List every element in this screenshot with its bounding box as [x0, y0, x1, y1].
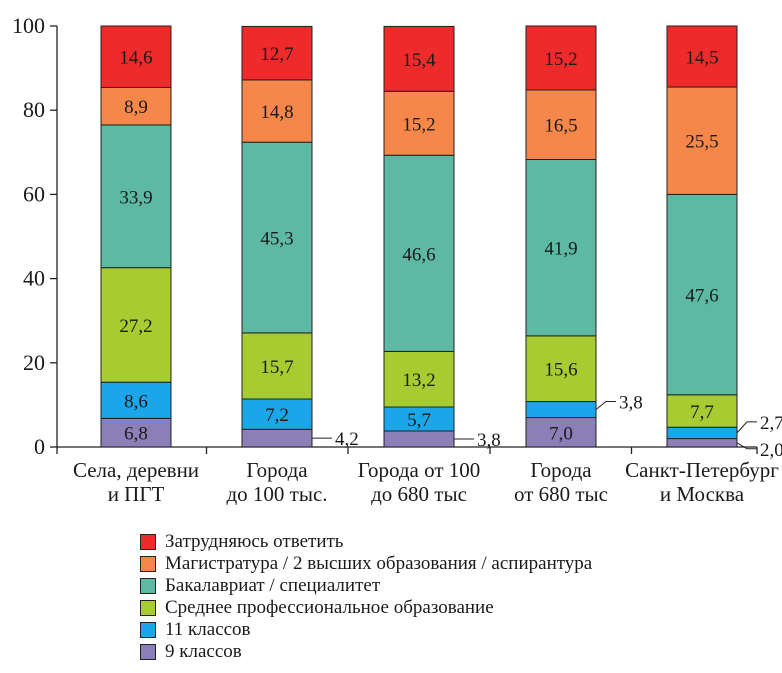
legend-label: Бакалавриат / специалитет: [165, 575, 381, 596]
bar-segment: [241, 428, 313, 448]
y-tick-label: 60: [23, 181, 45, 206]
legend-item: 11 классов: [140, 619, 592, 641]
legend-item: 9 классов: [140, 641, 592, 663]
data-label: 46,6: [402, 244, 435, 265]
bar-segment: [100, 86, 172, 126]
data-label: 27,2: [119, 316, 152, 337]
legend-label: 11 классов: [165, 619, 251, 640]
legend-item: Магистратура / 2 высших образования / ас…: [140, 553, 592, 575]
bar-segment: [525, 401, 597, 419]
data-label: 4,2: [335, 429, 359, 450]
data-label: 6,8: [124, 424, 148, 445]
bar-segment: [525, 158, 597, 337]
data-label: 15,6: [544, 360, 577, 381]
legend-item: Среднее профессиональное образование: [140, 597, 592, 619]
bar-segment: [525, 335, 597, 403]
legend-label: 9 классов: [165, 641, 242, 662]
data-label: 15,4: [402, 50, 436, 71]
legend-label: Магистратура / 2 высших образования / ас…: [165, 553, 593, 574]
legend-swatch: [140, 622, 156, 638]
bar-segment: [666, 25, 738, 88]
bar-segment: [100, 381, 172, 419]
data-label: 12,7: [260, 44, 293, 65]
legend-swatch: [140, 534, 156, 550]
data-label: 3,8: [477, 430, 501, 451]
bar-segment: [525, 25, 597, 91]
bar-segment: [383, 154, 455, 352]
data-label: 14,6: [119, 48, 152, 69]
data-label: 2,0: [760, 440, 782, 461]
data-label: 7,7: [690, 402, 714, 423]
legend-swatch: [140, 600, 156, 616]
bar-segment: [525, 89, 597, 160]
bar-segment: [100, 417, 172, 448]
bar-segment: [100, 124, 172, 269]
leader-line: [736, 442, 757, 450]
bar-segment: [383, 90, 455, 156]
bar-segment: [241, 79, 313, 143]
x-category-label: Села, деревни: [73, 458, 199, 482]
data-label: 47,6: [685, 286, 718, 307]
legend-item: Бакалавриат / специалитет: [140, 575, 592, 597]
data-label: 16,5: [544, 116, 577, 137]
data-label: 14,5: [685, 48, 718, 69]
legend-swatch: [140, 644, 156, 660]
legend-swatch: [140, 556, 156, 572]
bar-segment: [383, 430, 455, 448]
data-label: 13,2: [402, 370, 435, 391]
x-category-label: и Москва: [660, 482, 745, 506]
bar-segment: [666, 86, 738, 195]
x-category-label: Города от 100: [358, 458, 481, 482]
bar-segment: [525, 417, 597, 448]
x-category-label: от 680 тыс: [514, 482, 608, 506]
bar-segment: [100, 267, 172, 383]
y-tick-label: 40: [23, 266, 45, 291]
legend-item: Затрудняюсь ответить: [140, 531, 592, 553]
data-label: 25,5: [685, 132, 718, 153]
x-category-label: Санкт-Петербург: [625, 458, 779, 482]
bar-segment: [383, 350, 455, 408]
x-category-label: до 680 тыс: [371, 482, 467, 506]
legend-label: Затрудняюсь ответить: [165, 531, 344, 552]
data-label: 2,7: [760, 413, 782, 434]
leader-line: [595, 401, 616, 410]
stacked-bar-chart: 0 20 40 60 80 100 6,8 8,6 27,2 33,9 8,9 14,6 4,2 7,2 1…: [12, 13, 782, 506]
bar-segment: [666, 426, 738, 440]
data-label: 7,2: [265, 405, 289, 426]
y-tick-label: 80: [23, 97, 45, 122]
chart-legend: Затрудняюсь ответить Магистратура / 2 выс…: [140, 531, 592, 663]
y-tick-label: 0: [34, 434, 45, 459]
x-category-label: и ПГТ: [108, 482, 165, 506]
x-category-label: до 100 тыс.: [226, 482, 327, 506]
legend-swatch: [140, 578, 156, 594]
x-category-label: Города: [246, 458, 308, 482]
data-label: 15,2: [544, 49, 577, 70]
leader-line: [736, 421, 757, 434]
data-label: 41,9: [544, 239, 577, 260]
data-label: 3,8: [619, 393, 643, 414]
data-label: 15,2: [402, 114, 435, 135]
data-label: 14,8: [260, 102, 293, 123]
bar-segment: [100, 25, 172, 88]
bar-segment: [666, 394, 738, 428]
data-label: 7,0: [549, 423, 573, 444]
data-label: 15,7: [260, 357, 293, 378]
data-label: 5,7: [407, 410, 431, 431]
bar-segment: [241, 398, 313, 430]
legend-label: Среднее профессиональное образование: [165, 597, 494, 618]
bar-segment: [241, 25, 313, 81]
bar-segment: [241, 332, 313, 400]
data-label: 8,9: [124, 97, 148, 118]
x-category-label: Города: [530, 458, 592, 482]
y-tick-label: 20: [23, 350, 45, 375]
bar-segment: [666, 438, 738, 448]
bar-segment: [241, 141, 313, 334]
data-label: 45,3: [260, 229, 293, 250]
data-label: 33,9: [119, 187, 152, 208]
bar-segment: [666, 193, 738, 396]
data-label: 8,6: [124, 391, 148, 412]
y-tick-label: 100: [12, 13, 45, 38]
bar-segment: [383, 25, 455, 92]
